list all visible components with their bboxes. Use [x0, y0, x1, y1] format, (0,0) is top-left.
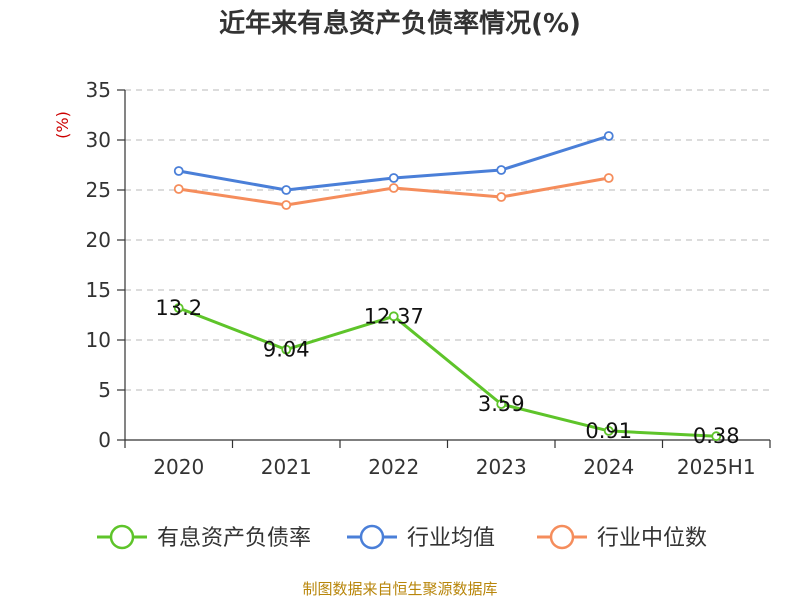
data-point	[281, 185, 292, 195]
data-point	[173, 166, 184, 176]
y-tick-label: 30	[86, 128, 111, 152]
data-label: 12.37	[364, 304, 424, 328]
legend-label: 有息资产负债率	[157, 526, 311, 551]
data-label: 9.04	[263, 338, 310, 362]
x-tick-label: 2022	[368, 455, 419, 479]
data-point	[496, 165, 507, 175]
y-tick-label: 35	[86, 78, 111, 102]
grid-lines	[125, 89, 770, 391]
series-line	[178, 306, 717, 438]
data-label: 0.38	[693, 424, 740, 448]
legend-swatch-marker	[359, 524, 385, 550]
legend-label: 行业均值	[407, 526, 495, 551]
x-tick-label: 2024	[583, 455, 634, 479]
source-note: 制图数据来自恒生聚源数据库	[302, 580, 497, 598]
legend-item: 行业均值	[347, 524, 495, 551]
data-point	[496, 192, 507, 202]
y-tick-labels: 0 5 10 15 20 25 30 35	[86, 78, 111, 452]
x-tick-label: 2021	[261, 455, 312, 479]
legend-item: 有息资产负债率	[97, 524, 311, 551]
y-tick-label: 25	[86, 178, 111, 202]
data-point	[388, 173, 399, 183]
data-point	[173, 184, 184, 194]
data-point	[711, 431, 722, 442]
x-tick-label: 2023	[476, 455, 527, 479]
x-tick-label: 2020	[153, 455, 204, 479]
y-tick-label: 20	[86, 228, 111, 252]
data-point	[603, 131, 614, 141]
data-label: 0.91	[585, 419, 632, 443]
data-point	[173, 303, 184, 313]
chart-title: 近年来有息资产负债率情况(%)	[219, 8, 581, 39]
data-labels: 13.2 9.04 12.37 3.59 0.91 0.38	[155, 296, 739, 448]
data-point	[281, 200, 292, 210]
legend-swatch-marker	[549, 524, 575, 550]
y-tick-label: 10	[86, 328, 111, 352]
legend-swatch-marker	[109, 524, 135, 550]
x-tick-labels: 2020 2021 2022 2023 2024 2025H1	[153, 455, 755, 479]
data-point	[281, 344, 292, 355]
x-tick-label: 2025H1	[677, 455, 756, 479]
y-tick-label: 0	[98, 428, 111, 452]
data-point	[388, 311, 399, 322]
data-point	[388, 183, 399, 193]
legend: 有息资产负债率 行业均值 行业中位数	[97, 524, 707, 551]
series-lines	[173, 131, 722, 442]
data-point	[496, 399, 507, 410]
legend-label: 行业中位数	[597, 526, 707, 551]
data-label: 13.2	[155, 296, 202, 320]
data-label: 3.59	[478, 392, 525, 416]
y-axis-label: (%)	[53, 111, 72, 139]
y-tick-label: 15	[86, 278, 111, 302]
axes	[117, 89, 771, 448]
data-point	[603, 173, 614, 183]
legend-item: 行业中位数	[537, 524, 707, 551]
y-tick-label: 5	[98, 378, 111, 402]
data-point	[603, 425, 614, 436]
